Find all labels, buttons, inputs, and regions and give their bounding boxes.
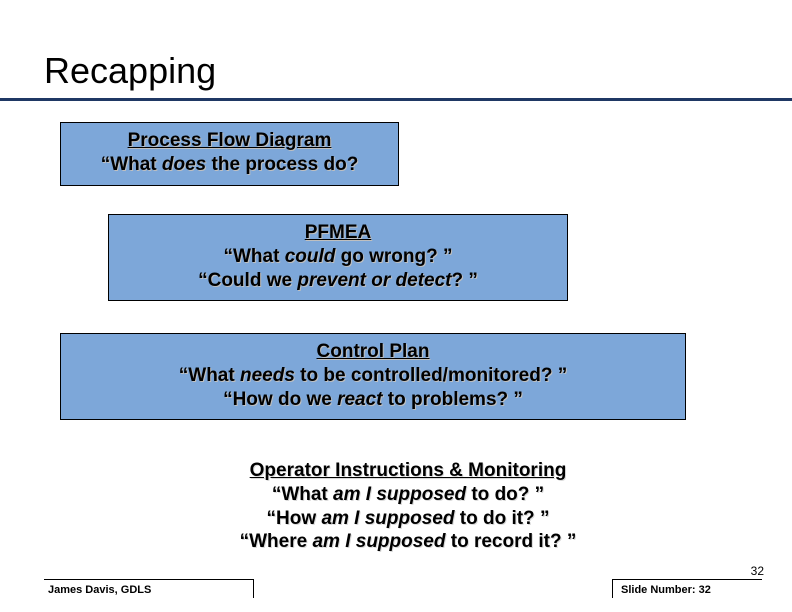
block-question: “How am I supposed to do it? ”	[70, 507, 746, 531]
block-question: “What does the process do?	[71, 153, 388, 177]
title-divider	[0, 98, 792, 101]
block-title: Operator Instructions & Monitoring	[70, 459, 746, 483]
block-pfmea: PFMEA “What could go wrong? ” “Could we …	[108, 214, 568, 301]
footer-slide-number: Slide Number: 32	[612, 579, 762, 598]
block-question: “Where am I supposed to record it? ”	[70, 530, 746, 554]
block-question: “Could we prevent or detect? ”	[119, 269, 557, 293]
block-question: “What needs to be controlled/monitored? …	[71, 364, 675, 388]
block-title: Process Flow Diagram	[71, 129, 388, 153]
footer-author: James Davis, GDLS	[44, 579, 254, 598]
block-title: Control Plan	[71, 340, 675, 364]
block-title: PFMEA	[119, 221, 557, 245]
block-control-plan: Control Plan “What needs to be controlle…	[60, 333, 686, 420]
slide-title: Recapping	[44, 50, 216, 92]
block-question: “What am I supposed to do? ”	[70, 483, 746, 507]
corner-page-number: 32	[751, 564, 764, 578]
block-operator-instructions: Operator Instructions & Monitoring “What…	[60, 453, 756, 577]
block-process-flow: Process Flow Diagram “What does the proc…	[60, 122, 399, 186]
block-question: “What could go wrong? ”	[119, 245, 557, 269]
block-question: “How do we react to problems? ”	[71, 388, 675, 412]
slide: Recapping Process Flow Diagram “What doe…	[0, 0, 792, 612]
